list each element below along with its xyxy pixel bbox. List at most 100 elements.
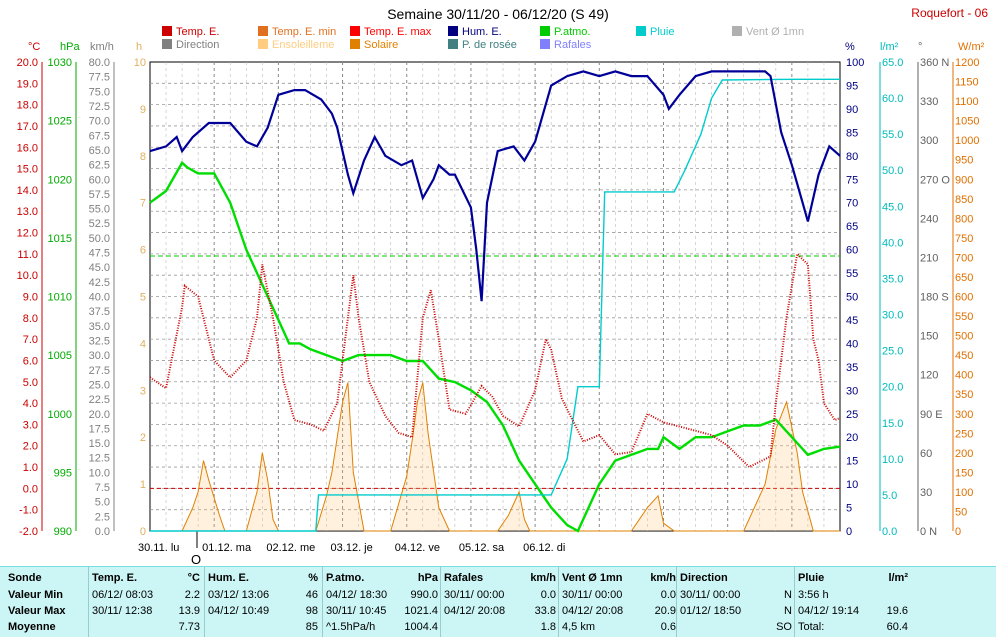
wind-tick-label: 5.0 xyxy=(95,497,110,509)
temp-tick-label: 5.0 xyxy=(23,377,38,389)
axis-unit-label: W/m² xyxy=(958,41,985,53)
temp-tick-label: 6.0 xyxy=(23,355,38,367)
stats-pluie-column: Pluie l/m² 3:56 h 04/12/ 19:14 19.6 Total: 60.… xyxy=(798,567,908,637)
wind-tick-label: 45.0 xyxy=(89,262,110,274)
stats-patmo-cell-value: 1021.4 xyxy=(404,605,438,617)
solar-tick-label: 200 xyxy=(955,448,973,460)
legend-label: Temp. E. min xyxy=(272,26,336,38)
temp-tick-label: 8.0 xyxy=(23,313,38,325)
sun-tick-label: 9 xyxy=(140,104,146,116)
wind-tick-label: 7.5 xyxy=(95,482,110,494)
wind-tick-label: 52.5 xyxy=(89,218,110,230)
stats-hum-cell-value: 98 xyxy=(305,605,318,617)
pressure-tick-label: 995 xyxy=(54,467,72,479)
series-temperature xyxy=(149,251,841,469)
legend-swatch xyxy=(448,26,458,36)
temp-tick-label: 16.0 xyxy=(17,142,38,154)
x-tick-label: 02.12. me xyxy=(266,542,315,554)
wind-tick-label: 65.0 xyxy=(89,145,110,157)
stats-separator xyxy=(794,567,795,637)
stats-pluie-cell-value: 19.6 xyxy=(886,605,908,617)
stats-vent-cell-value: 0.0 xyxy=(660,589,676,601)
stats-rafales-cell-label: 30/11/ 00:00 xyxy=(444,589,505,601)
stats-separator xyxy=(88,567,89,637)
legend-label: Solaire xyxy=(364,39,398,51)
humidity-tick-label: 70 xyxy=(846,198,858,210)
humidity-tick-label: 45 xyxy=(846,315,858,327)
wind-tick-label: 57.5 xyxy=(89,189,110,201)
legend-label: P.atmo. xyxy=(554,26,591,38)
stats-separator xyxy=(322,567,323,637)
stats-separator xyxy=(204,567,205,637)
legend-swatch xyxy=(448,39,458,49)
direction-tick-label: 90 E xyxy=(920,409,943,421)
wind-tick-label: 77.5 xyxy=(89,72,110,84)
pressure-tick-label: 990 xyxy=(54,526,72,538)
sun-tick-label: 8 xyxy=(140,151,146,163)
rain-tick-label: 0.0 xyxy=(882,526,897,538)
humidity-tick-label: 35 xyxy=(846,362,858,374)
stats-hum-cell-value: 46 xyxy=(305,589,318,601)
rain-tick-label: 50.0 xyxy=(882,165,903,177)
wind-tick-label: 40.0 xyxy=(89,292,110,304)
humidity-tick-label: 50 xyxy=(846,292,858,304)
stats-separator xyxy=(558,567,559,637)
stats-patmo-cell-label: ^1.5hPa/h xyxy=(326,621,376,633)
wind-tick-label: 47.5 xyxy=(89,248,110,260)
stats-temp-cell-label: 06/12/ 08:03 xyxy=(92,589,154,601)
stats-temp-unit: °C xyxy=(187,572,200,584)
rain-tick-label: 65.0 xyxy=(882,57,903,69)
stats-temp-cell-value: 2.2 xyxy=(184,589,200,601)
temp-tick-label: 3.0 xyxy=(23,419,38,431)
temp-tick-label: 20.0 xyxy=(17,57,38,69)
pressure-tick-label: 1010 xyxy=(48,292,72,304)
legend-swatch xyxy=(162,26,172,36)
stats-rafales-cell-label: 04/12/ 20:08 xyxy=(444,605,506,617)
axis-unit-label: h xyxy=(136,41,142,53)
solar-tick-label: 550 xyxy=(955,311,973,323)
stats-rafales-unit: km/h xyxy=(530,572,556,584)
stats-rafales-column: Rafales km/h 30/11/ 00:00 0.0 04/12/ 20:08 33… xyxy=(444,567,556,637)
solar-tick-label: 350 xyxy=(955,389,973,401)
legend-label: P. de rosée xyxy=(462,39,517,51)
humidity-tick-label: 90 xyxy=(846,104,858,116)
direction-tick-label: 270 O xyxy=(920,174,950,186)
solar-tick-label: 0 xyxy=(955,526,961,538)
solar-tick-label: 500 xyxy=(955,331,973,343)
stats-direction-cell-value: N xyxy=(784,589,792,601)
rain-tick-label: 45.0 xyxy=(882,201,903,213)
x-tick-label: 30.11. lu xyxy=(138,542,179,554)
pressure-tick-label: 1005 xyxy=(48,350,72,362)
direction-tick-label: 120 xyxy=(920,370,938,382)
rain-tick-label: 60.0 xyxy=(882,93,903,105)
rain-tick-label: 30.0 xyxy=(882,310,903,322)
stats-row-label-max: Valeur Max xyxy=(8,605,66,617)
stats-temp-column: Temp. E. °C 06/12/ 08:03 2.2 30/11/ 12:38 13.… xyxy=(92,567,200,637)
stats-vent-cell-value: 0.6 xyxy=(660,621,676,633)
temp-tick-label: 7.0 xyxy=(23,334,38,346)
humidity-tick-label: 85 xyxy=(846,127,858,139)
stats-vent-unit: km/h xyxy=(650,572,676,584)
series-patmo xyxy=(149,160,841,533)
weather-chart: Temp. E.Direction Temp. E. minEnsoleillem… xyxy=(17,26,985,566)
solar-tick-label: 250 xyxy=(955,428,973,440)
solar-tick-label: 50 xyxy=(955,506,967,518)
temp-tick-label: 19.0 xyxy=(17,78,38,90)
wind-tick-label: 32.5 xyxy=(89,335,110,347)
legend-label: Vent Ø 1mn xyxy=(746,26,804,38)
chart-title: Semaine 30/11/20 - 06/12/20 (S 49) xyxy=(387,6,609,22)
temp-tick-label: 18.0 xyxy=(17,100,38,112)
wind-tick-label: 42.5 xyxy=(89,277,110,289)
humidity-tick-label: 65 xyxy=(846,221,858,233)
temp-tick-label: 10.0 xyxy=(17,270,38,282)
humidity-tick-label: 15 xyxy=(846,456,858,468)
rain-tick-label: 5.0 xyxy=(882,490,897,502)
stats-sonde-header: Sonde xyxy=(8,572,42,584)
sun-tick-label: 10 xyxy=(134,57,146,69)
temp-tick-label: 12.0 xyxy=(17,228,38,240)
solar-tick-label: 100 xyxy=(955,487,973,499)
solar-tick-label: 400 xyxy=(955,370,973,382)
sun-tick-label: 2 xyxy=(140,432,146,444)
temp-tick-label: -1.0 xyxy=(19,505,38,517)
series-humidite xyxy=(149,70,841,302)
